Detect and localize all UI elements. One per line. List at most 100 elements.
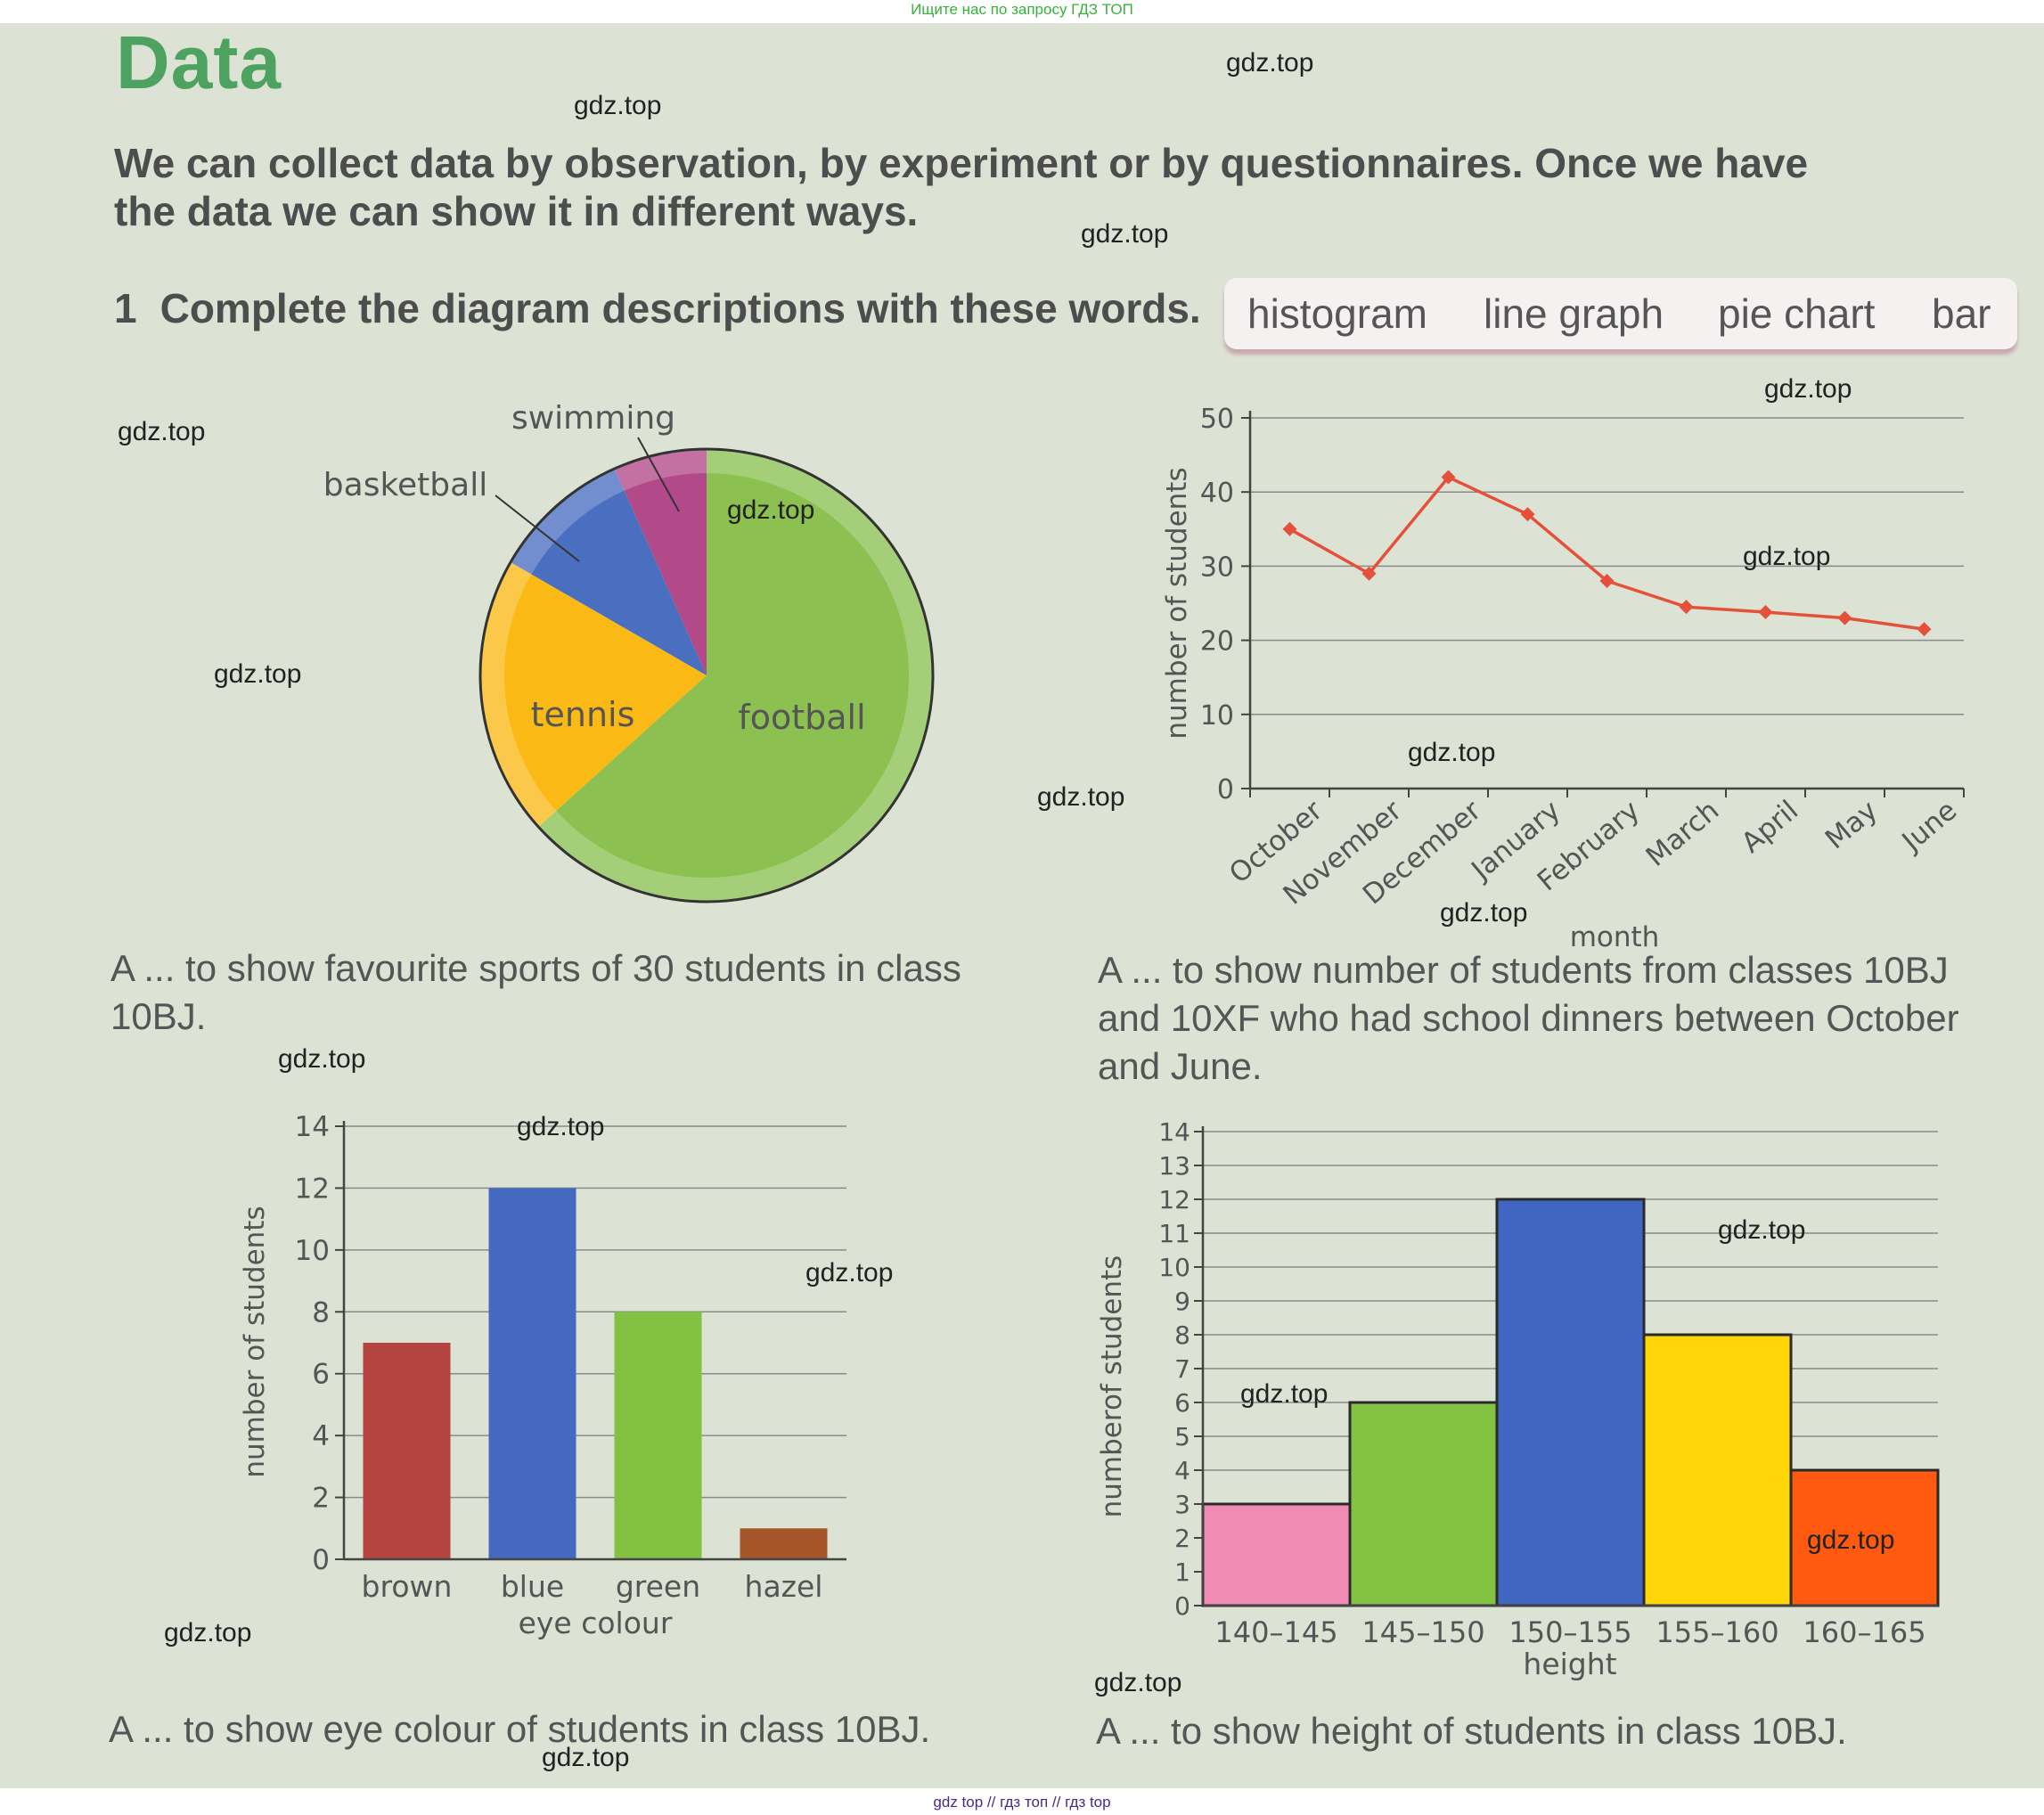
pie-label-swimming: swimming [511,400,675,437]
word-bar: bar [1932,290,1991,337]
hist-y-tick-label: 6 [1174,1388,1190,1418]
word-box: histogram line graph pie chart bar [1224,278,2017,349]
bar-x-label-hazel: hazel [745,1569,823,1604]
line-y-tick-label: 30 [1200,552,1234,583]
bar-y-tick-label: 12 [295,1173,330,1205]
hist-y-tick-label: 7 [1174,1354,1190,1384]
hist-y-tick-label: 3 [1174,1490,1190,1519]
intro-text: We can collect data by observation, by e… [114,140,1809,234]
watermark: gdz.top [1240,1379,1329,1409]
pie-outline [478,447,935,903]
line-y-tick-label: 10 [1200,700,1234,732]
bar-chart: 0 2 4 6 8 10 12 14 brown blue green hazel number of … [239,1111,846,1640]
word-histogram: histogram [1247,290,1427,337]
bar-x-label-blue: blue [501,1569,564,1604]
line-point-march [1679,600,1694,615]
bar-green [614,1312,702,1559]
bar-brown [363,1343,451,1559]
pie-caption: A ... to show favourite sports of 30 stu… [110,947,961,1037]
watermark: gdz.top [1718,1215,1806,1245]
pie-chart: football tennis basketball swimming [323,400,935,903]
footer-note: gdz top // гдз топ // гдз top [933,1794,1111,1811]
hist-x-label-155-160: 155–160 [1656,1615,1778,1649]
line-y-tick-label: 0 [1217,774,1234,805]
task-text: Complete the diagram descriptions with t… [159,285,1201,331]
watermark: gdz.top [118,417,206,446]
task-instruction: 1 Complete the diagram descriptions with … [114,283,1201,333]
histogram-caption: A ... to show height of students in clas… [1096,1710,1847,1752]
line-point-october [1282,521,1297,536]
pie-leader-basketball [495,495,580,562]
line-point-december [1441,470,1456,485]
line-x-axis-label: month [1570,921,1660,953]
pie-label-basketball: basketball [323,467,487,503]
hist-y-tick-label: 1 [1174,1557,1190,1587]
hist-y-tick-label: 2 [1174,1524,1190,1553]
bar-y-tick-label: 0 [312,1544,330,1576]
line-point-november [1361,566,1377,581]
hist-x-label-150-155: 150–155 [1508,1615,1631,1649]
hist-x-label-145-150: 145–150 [1361,1615,1484,1649]
line-y-tick-label: 20 [1200,626,1234,658]
line-point-may [1837,610,1852,625]
word-line-graph: line graph [1484,290,1664,337]
task-number: 1 [114,285,137,331]
pie-rim-highlight [481,450,932,901]
pie-slice-tennis [479,562,707,827]
bar-blue [488,1188,576,1559]
bar-y-tick-label: 4 [312,1420,330,1452]
watermark: gdz.top [1440,898,1528,928]
watermark: gdz.top [1743,542,1831,571]
line-point-april [1758,604,1773,619]
pie-label-football: football [738,698,865,737]
watermark: gdz.top [1094,1668,1182,1697]
pie-slice-swimming [614,449,707,675]
bar-y-tick-label: 6 [312,1359,330,1391]
hist-y-tick-label: 13 [1158,1151,1190,1181]
watermark: gdz.top [1408,738,1496,767]
watermark: gdz.top [1081,219,1169,249]
line-y-axis-label: number of students [1161,467,1193,739]
hist-bar-140-145 [1201,1502,1352,1607]
bar-hazel [740,1528,828,1559]
hist-y-tick-label: 10 [1158,1253,1190,1282]
watermark: gdz.top [1037,782,1125,812]
bar-y-tick-label: 8 [312,1296,330,1329]
bar-y-axis-label: number of students [239,1206,271,1477]
line-y-tick-label: 40 [1200,478,1234,509]
bar-y-tick-label: 10 [295,1235,330,1267]
watermark: gdz.top [517,1112,605,1141]
watermark: gdz.top [727,495,815,525]
bar-x-axis-label: eye colour [519,1606,673,1640]
hist-y-tick-label: 12 [1158,1185,1190,1214]
hist-x-label-160-165: 160–165 [1803,1615,1925,1649]
bar-y-tick-label: 14 [295,1111,330,1143]
hist-bar-145-150 [1348,1401,1499,1607]
watermark: gdz.top [574,91,662,120]
header-note: Ищите нас по запросу ГДЗ ТОП [911,1,1133,18]
line-point-january [1520,507,1535,522]
watermark: gdz.top [542,1743,630,1772]
line-y-tick-label: 50 [1200,404,1234,435]
watermark: gdz.top [805,1258,894,1288]
bar-caption: A ... to show eye colour of students in … [109,1708,931,1750]
hist-y-tick-label: 11 [1158,1219,1190,1248]
bar-y-tick-label: 2 [312,1483,330,1515]
watermark: gdz.top [214,659,302,689]
hist-y-tick-label: 9 [1174,1287,1190,1316]
pie-leader-swimming [637,437,680,512]
line-point-june [1917,622,1932,637]
watermark: gdz.top [1226,48,1314,78]
hist-x-axis-label: height [1523,1647,1616,1681]
pie-slice-football [538,449,933,902]
hist-bar-150-155 [1495,1198,1646,1607]
page-title: Data [116,23,282,104]
textbook-page: Data We can collect data by observation,… [0,23,2044,1788]
hist-y-axis-label: numberof students [1096,1255,1128,1518]
bar-x-label-brown: brown [362,1569,453,1604]
hist-y-tick-label: 0 [1174,1591,1190,1621]
pie-label-tennis: tennis [531,695,635,734]
line-graph: 01020304050OctoberNovemberDecemberJanuar… [1161,404,1965,953]
line-caption: A ... to show number of students from cl… [1098,949,1959,1087]
